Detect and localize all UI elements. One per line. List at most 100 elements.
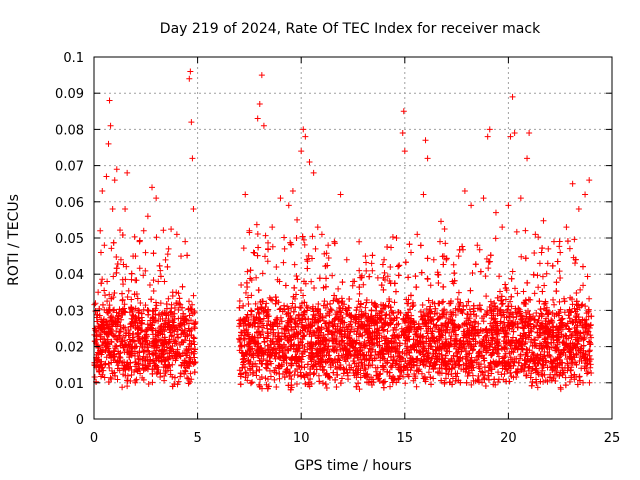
data-point [498, 293, 505, 300]
data-point [435, 280, 442, 287]
data-point [368, 307, 375, 314]
data-point [318, 231, 325, 238]
data-point [561, 298, 568, 305]
data-point [110, 307, 117, 314]
data-point [173, 289, 180, 296]
data-point [389, 234, 396, 241]
data-point [264, 376, 271, 383]
data-point [121, 301, 128, 308]
data-point [588, 313, 595, 320]
data-point [140, 376, 147, 383]
data-point [247, 267, 254, 274]
data-point [574, 323, 581, 330]
data-point [301, 278, 308, 285]
data-point [322, 320, 329, 327]
data-point [269, 243, 276, 250]
data-point [97, 227, 104, 234]
data-point [483, 255, 490, 262]
data-point [478, 306, 485, 313]
data-point [309, 303, 316, 310]
data-point [488, 366, 495, 373]
data-point [368, 260, 375, 267]
data-point [150, 288, 157, 295]
data-point [384, 273, 391, 280]
data-point [260, 334, 267, 341]
data-point [323, 250, 330, 257]
data-point [495, 369, 502, 376]
data-point [300, 292, 307, 299]
data-point [181, 337, 188, 344]
data-point [157, 273, 164, 280]
data-point [571, 341, 578, 348]
data-point [314, 224, 321, 231]
data-point [381, 256, 388, 263]
data-point [557, 384, 564, 391]
data-point [483, 293, 490, 300]
data-point [380, 355, 387, 362]
data-point [396, 372, 403, 379]
data-point [288, 376, 295, 383]
data-point [114, 376, 121, 383]
data-point [548, 317, 555, 324]
data-point [102, 361, 109, 368]
data-point [542, 357, 549, 364]
data-point [98, 280, 105, 287]
data-point [157, 300, 164, 307]
data-point [388, 364, 395, 371]
data-point [106, 97, 113, 104]
data-point [421, 357, 428, 364]
data-point [550, 238, 557, 245]
data-point [113, 359, 120, 366]
data-point [541, 336, 548, 343]
data-point [265, 306, 272, 313]
data-point [297, 328, 304, 335]
data-point [582, 325, 589, 332]
data-point [475, 320, 482, 327]
data-point [362, 304, 369, 311]
data-point [540, 217, 547, 224]
data-point [559, 321, 566, 328]
data-point [576, 318, 583, 325]
data-point [554, 258, 561, 265]
data-point [294, 330, 301, 337]
data-point [502, 281, 509, 288]
data-point [143, 337, 150, 344]
data-point [520, 330, 527, 337]
data-point [307, 327, 314, 334]
data-point [442, 375, 449, 382]
data-point [511, 359, 518, 366]
data-point [563, 356, 570, 363]
data-point [175, 306, 182, 313]
data-point [150, 357, 157, 364]
data-point [519, 325, 526, 332]
data-point [335, 285, 342, 292]
data-point [341, 328, 348, 335]
data-point [119, 297, 126, 304]
data-point [144, 213, 151, 220]
data-point [263, 300, 270, 307]
data-point [505, 202, 512, 209]
data-point [518, 366, 525, 373]
data-point [178, 253, 185, 260]
data-point [450, 352, 457, 359]
data-point [130, 313, 137, 320]
data-point [157, 267, 164, 274]
data-point [145, 380, 152, 387]
data-point [428, 381, 435, 388]
data-point [176, 295, 183, 302]
data-point [429, 328, 436, 335]
data-point [122, 372, 129, 379]
data-point [299, 353, 306, 360]
data-point [170, 348, 177, 355]
data-point [479, 379, 486, 386]
data-point [369, 376, 376, 383]
data-point [543, 270, 550, 277]
data-point [296, 312, 303, 319]
data-point [583, 370, 590, 377]
data-point [527, 374, 534, 381]
data-point [463, 334, 470, 341]
data-point [458, 365, 465, 372]
data-point [192, 346, 199, 353]
data-point [405, 274, 412, 281]
data-point [294, 358, 301, 365]
